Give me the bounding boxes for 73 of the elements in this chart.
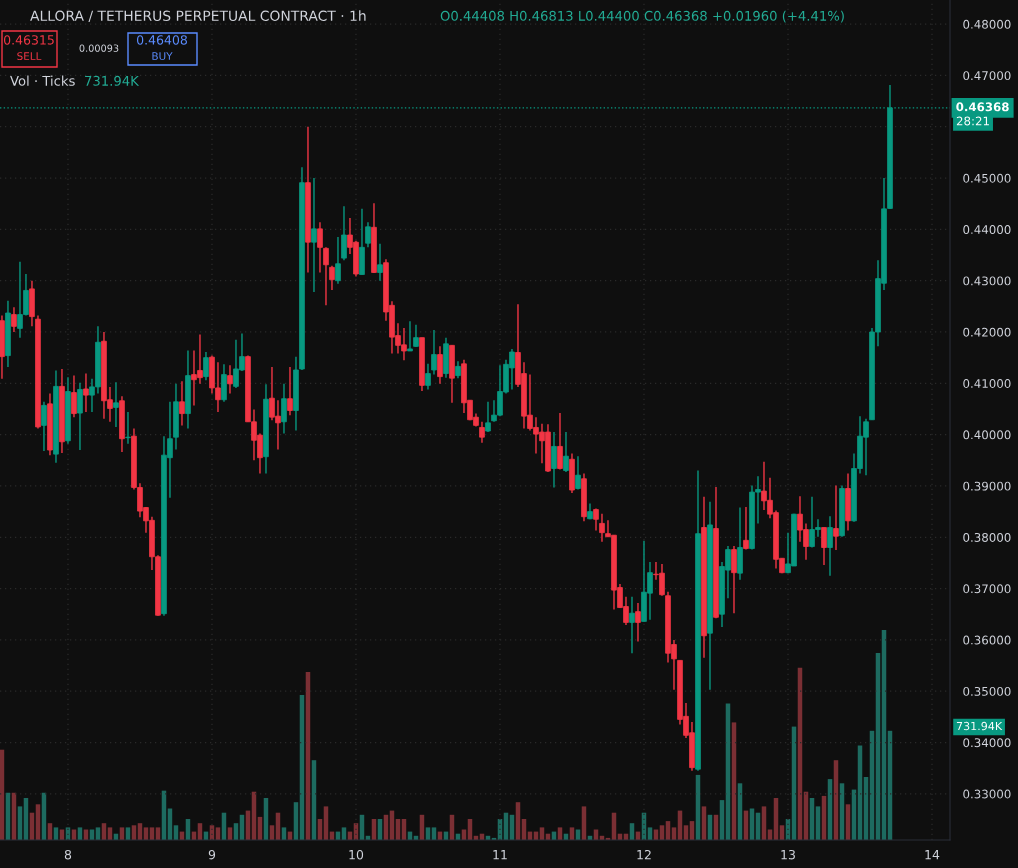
candlestick: [335, 236, 341, 285]
candlestick: [203, 351, 209, 381]
candlestick: [71, 374, 77, 418]
x-tick-label: 9: [208, 849, 216, 860]
annotation: 0.46315: [3, 35, 54, 45]
y-tick-label: 0.41000: [963, 379, 1011, 388]
annotation: 731.94K: [85, 75, 140, 86]
y-tick-label: 0.38000: [963, 532, 1011, 542]
candlestick: [599, 512, 605, 543]
candlestick: [341, 205, 347, 261]
candlestick: [317, 221, 323, 274]
ref-line-label: 0.46368: [956, 102, 1009, 112]
candlestick: [287, 366, 293, 416]
candlestick: [281, 383, 287, 435]
candlestick: [11, 306, 17, 333]
y-tick-label: 0.47000: [963, 71, 1011, 81]
candlestick: [83, 372, 89, 413]
annotation: SELL: [17, 52, 42, 61]
candlestick: [425, 363, 431, 391]
x-tick-label: 14: [925, 850, 940, 860]
candlestick: [77, 382, 83, 451]
candlestick: [629, 596, 635, 654]
candlestick: [311, 177, 317, 293]
candlestick: [743, 506, 749, 551]
y-tick-label: 0.34000: [963, 738, 1011, 748]
candlestick: [437, 345, 443, 385]
y-tick-label: 0.43000: [963, 276, 1011, 286]
y-tick-label: 0.42000: [963, 327, 1011, 337]
text: 731.94K: [956, 721, 1003, 731]
candlestick: [575, 455, 581, 491]
bar: [0, 749, 5, 840]
y-tick-label: 0.36000: [963, 635, 1011, 645]
y-tick-label: 0.35000: [963, 686, 1011, 696]
annotation: 0.46408: [136, 35, 187, 45]
y-tick-label: 0.33000: [963, 789, 1011, 799]
y-tick-label: 0.39000: [963, 481, 1011, 491]
y-tick-label: 0.45000: [963, 173, 1011, 183]
candlestick: [731, 545, 737, 614]
candlestick: [413, 324, 419, 348]
candlestick: [179, 380, 185, 427]
candlestick: [833, 484, 839, 551]
chart-title: Vol · Ticks: [10, 75, 75, 86]
y-tick-label: 0.40000: [963, 430, 1011, 440]
candlestick: [323, 246, 329, 307]
y-tick-label: 0.48000: [963, 19, 1011, 29]
text: 28:21: [956, 116, 989, 126]
candlestick: [377, 243, 383, 282]
x-tick-label: 13: [781, 849, 795, 860]
text: ALLORA / TETHERUS PERPETUAL CONTRACT · 1h: [30, 10, 366, 23]
x-tick-label: 8: [64, 849, 72, 860]
x-tick-label: 10: [349, 849, 364, 860]
candlestick: [365, 221, 371, 249]
candlestick: [329, 265, 335, 291]
annotation: BUY: [152, 52, 173, 61]
candlestick: [113, 381, 119, 428]
y-tick-label: 0.37000: [963, 584, 1011, 594]
candlestick: [479, 421, 485, 444]
candlestick: [227, 364, 233, 395]
candlestick: [407, 320, 413, 352]
candlestick: [431, 329, 437, 376]
candlestick: [41, 401, 47, 452]
x-tick-label: 11: [493, 850, 507, 860]
candlestick: [551, 431, 557, 489]
candlestick: [557, 412, 563, 471]
x-tick-label: 12: [637, 849, 651, 860]
y-tick-label: 0.44000: [963, 225, 1011, 235]
annotation: 0.00093: [79, 44, 119, 52]
candlestick: [485, 401, 491, 433]
candlestick: [563, 431, 569, 473]
annotation: O0.44408 H0.46813 L0.44400 C0.46368 +0.01960 (+4.41%): [440, 10, 844, 23]
candlestick: [821, 526, 827, 566]
candlestick: [635, 602, 641, 643]
candlestick: [827, 515, 833, 577]
